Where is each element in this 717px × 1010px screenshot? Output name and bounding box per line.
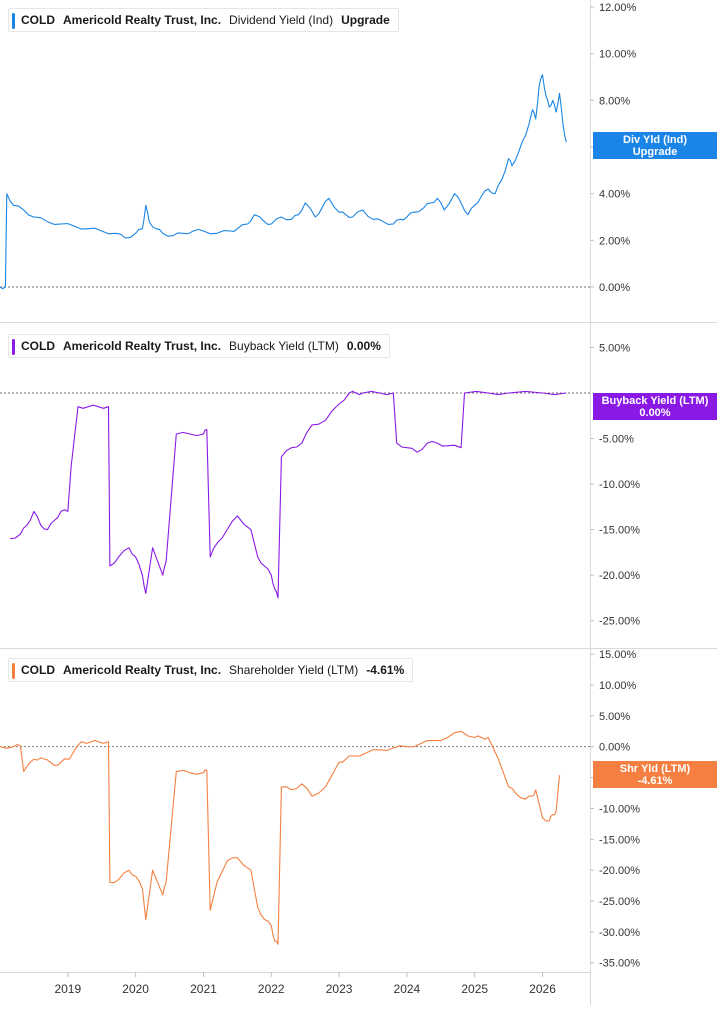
- legend-value: Upgrade: [341, 13, 390, 27]
- x-tick-label: 2023: [326, 982, 353, 996]
- x-tick-label: 2026: [529, 982, 556, 996]
- series-line: [0, 74, 567, 290]
- price-tag-dividend-yield: Div Yld (Ind) Upgrade: [593, 132, 717, 159]
- legend-company: Americold Realty Trust, Inc.: [63, 339, 222, 353]
- legend-dividend-yield[interactable]: COLD Americold Realty Trust, Inc. Divide…: [8, 8, 399, 32]
- y-tick-label: -15.00%: [599, 525, 640, 537]
- series-line: [10, 390, 567, 599]
- legend-value: -4.61%: [366, 663, 405, 677]
- y-tick-label: 4.00%: [599, 189, 630, 201]
- y-tick-label: -10.00%: [599, 479, 640, 491]
- legend-swatch: [12, 339, 15, 355]
- y-tick-label: 0.00%: [599, 742, 630, 754]
- tag-value: -4.61%: [637, 774, 673, 787]
- x-tick-label: 2024: [394, 982, 421, 996]
- y-tick-label: 8.00%: [599, 95, 630, 107]
- y-tick-label: 0.00%: [599, 282, 630, 294]
- legend-metric: Dividend Yield (Ind): [229, 13, 334, 27]
- legend-metric: Shareholder Yield (LTM): [229, 663, 359, 677]
- y-tick-label: -25.00%: [599, 616, 640, 628]
- legend-ticker: COLD: [21, 13, 55, 27]
- y-tick-label: 5.00%: [599, 342, 630, 354]
- y-tick-label: 15.00%: [599, 649, 637, 661]
- y-tick-label: -10.00%: [599, 803, 640, 815]
- legend-buyback-yield[interactable]: COLD Americold Realty Trust, Inc. Buybac…: [8, 334, 390, 358]
- y-tick-label: 10.00%: [599, 680, 637, 692]
- tag-label: Buyback Yield (LTM): [601, 394, 709, 407]
- y-tick-label: -20.00%: [599, 865, 640, 877]
- legend-swatch: [12, 13, 15, 29]
- y-tick-label: -15.00%: [599, 834, 640, 846]
- y-tick-label: 5.00%: [599, 711, 630, 723]
- y-tick-label: 10.00%: [599, 49, 637, 61]
- y-tick-label: 2.00%: [599, 235, 630, 247]
- legend-swatch: [12, 663, 15, 679]
- price-tag-buyback-yield: Buyback Yield (LTM) 0.00%: [593, 393, 717, 420]
- x-tick-label: 2022: [258, 982, 285, 996]
- y-tick-label: -35.00%: [599, 958, 640, 970]
- legend-company: Americold Realty Trust, Inc.: [63, 13, 222, 27]
- y-tick-label: -25.00%: [599, 896, 640, 908]
- legend-metric: Buyback Yield (LTM): [229, 339, 339, 353]
- series-line: [0, 730, 561, 945]
- legend-ticker: COLD: [21, 339, 55, 353]
- tag-label: Shr Yld (LTM): [619, 762, 691, 775]
- x-tick-label: 2019: [54, 982, 81, 996]
- x-tick-label: 2021: [190, 982, 217, 996]
- tag-value: Upgrade: [632, 145, 678, 158]
- legend-company: Americold Realty Trust, Inc.: [63, 663, 222, 677]
- tag-value: 0.00%: [639, 406, 671, 419]
- x-tick-label: 2025: [461, 982, 488, 996]
- legend-ticker: COLD: [21, 663, 55, 677]
- price-tag-shareholder-yield: Shr Yld (LTM) -4.61%: [593, 761, 717, 788]
- y-tick-label: -5.00%: [599, 434, 634, 446]
- y-tick-label: -20.00%: [599, 570, 640, 582]
- y-tick-label: -30.00%: [599, 927, 640, 939]
- tag-label: Div Yld (Ind): [623, 133, 687, 146]
- legend-shareholder-yield[interactable]: COLD Americold Realty Trust, Inc. Shareh…: [8, 658, 414, 682]
- legend-value: 0.00%: [346, 339, 381, 353]
- x-tick-label: 2020: [122, 982, 149, 996]
- y-tick-label: 12.00%: [599, 2, 637, 14]
